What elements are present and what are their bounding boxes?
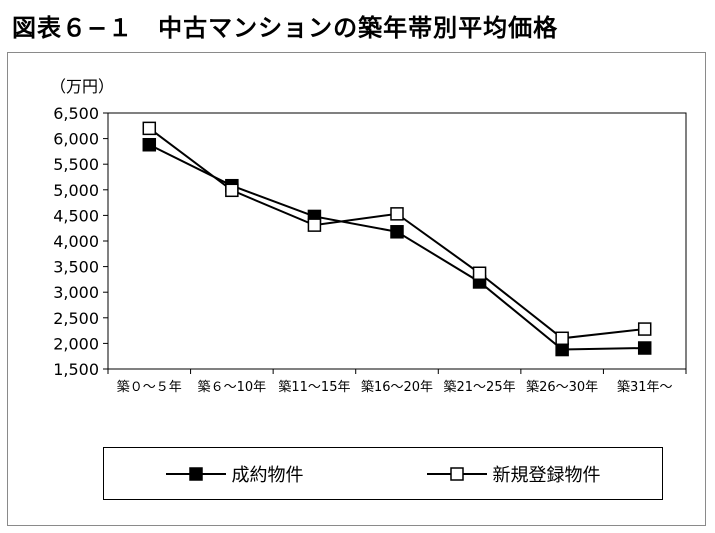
y-tick-label: 2,500 bbox=[53, 309, 99, 328]
data-point bbox=[225, 183, 239, 198]
x-axis: 築０～５年 築６～10年 築11～15年 築16～20年 築21～25年 築26～30年 築… bbox=[107, 369, 687, 395]
y-tick-label: 1,500 bbox=[53, 360, 99, 379]
y-tick-label: 4,000 bbox=[53, 232, 99, 251]
y-tick-label: 5,500 bbox=[53, 155, 99, 174]
y-tick-label: 5,000 bbox=[53, 181, 99, 200]
legend-item-contracted: 成約物件 bbox=[165, 461, 304, 487]
chart-legend: 成約物件 新規登録物件 bbox=[103, 447, 663, 500]
data-point bbox=[142, 121, 157, 136]
filled-square-line-icon bbox=[165, 466, 226, 481]
data-point bbox=[555, 342, 569, 357]
x-tick-label: 築31年～ bbox=[617, 380, 673, 395]
y-tick-label: 6,500 bbox=[53, 104, 99, 123]
data-point bbox=[637, 322, 652, 336]
legend-item-new-listing: 新規登録物件 bbox=[426, 461, 601, 487]
x-tick-label: 築11～15年 bbox=[278, 380, 350, 395]
y-tick-label: 2,000 bbox=[53, 334, 99, 353]
data-point bbox=[472, 266, 487, 281]
legend-label: 成約物件 bbox=[231, 464, 304, 486]
x-tick-label: 築６～10年 bbox=[198, 380, 267, 395]
series-markers bbox=[142, 121, 652, 357]
legend-label: 新規登録物件 bbox=[492, 464, 601, 486]
y-tick-label: 3,000 bbox=[53, 283, 99, 302]
y-tick-label: 3,500 bbox=[53, 258, 99, 277]
data-point bbox=[555, 331, 569, 346]
x-tick-label: 築26～30年 bbox=[526, 380, 598, 395]
data-point bbox=[142, 137, 157, 152]
data-point bbox=[390, 207, 404, 221]
data-point bbox=[637, 341, 652, 355]
y-tick-label: 6,000 bbox=[53, 130, 99, 149]
chart-frame bbox=[7, 52, 706, 526]
plot-area bbox=[107, 112, 687, 370]
figure-title: 図表６−１ 中古マンションの築年帯別平均価格 bbox=[12, 14, 559, 42]
x-tick-label: 築０～５年 bbox=[117, 380, 182, 395]
x-tick-label: 築21～25年 bbox=[444, 380, 516, 395]
data-point bbox=[390, 225, 404, 239]
y-axis-unit-label: （万円） bbox=[50, 77, 114, 96]
x-tick-label: 築16～20年 bbox=[361, 380, 433, 395]
data-point bbox=[307, 218, 322, 232]
y-axis: 1,500 2,000 2,500 3,000 3,500 4,000 4,500 5,000… bbox=[53, 104, 108, 379]
line-chart: （万円） 1,500 2,000 2,500 3,000 3,500 4,000 4,500… bbox=[50, 77, 687, 395]
y-tick-label: 4,500 bbox=[53, 206, 99, 225]
open-square-line-icon bbox=[426, 466, 487, 481]
